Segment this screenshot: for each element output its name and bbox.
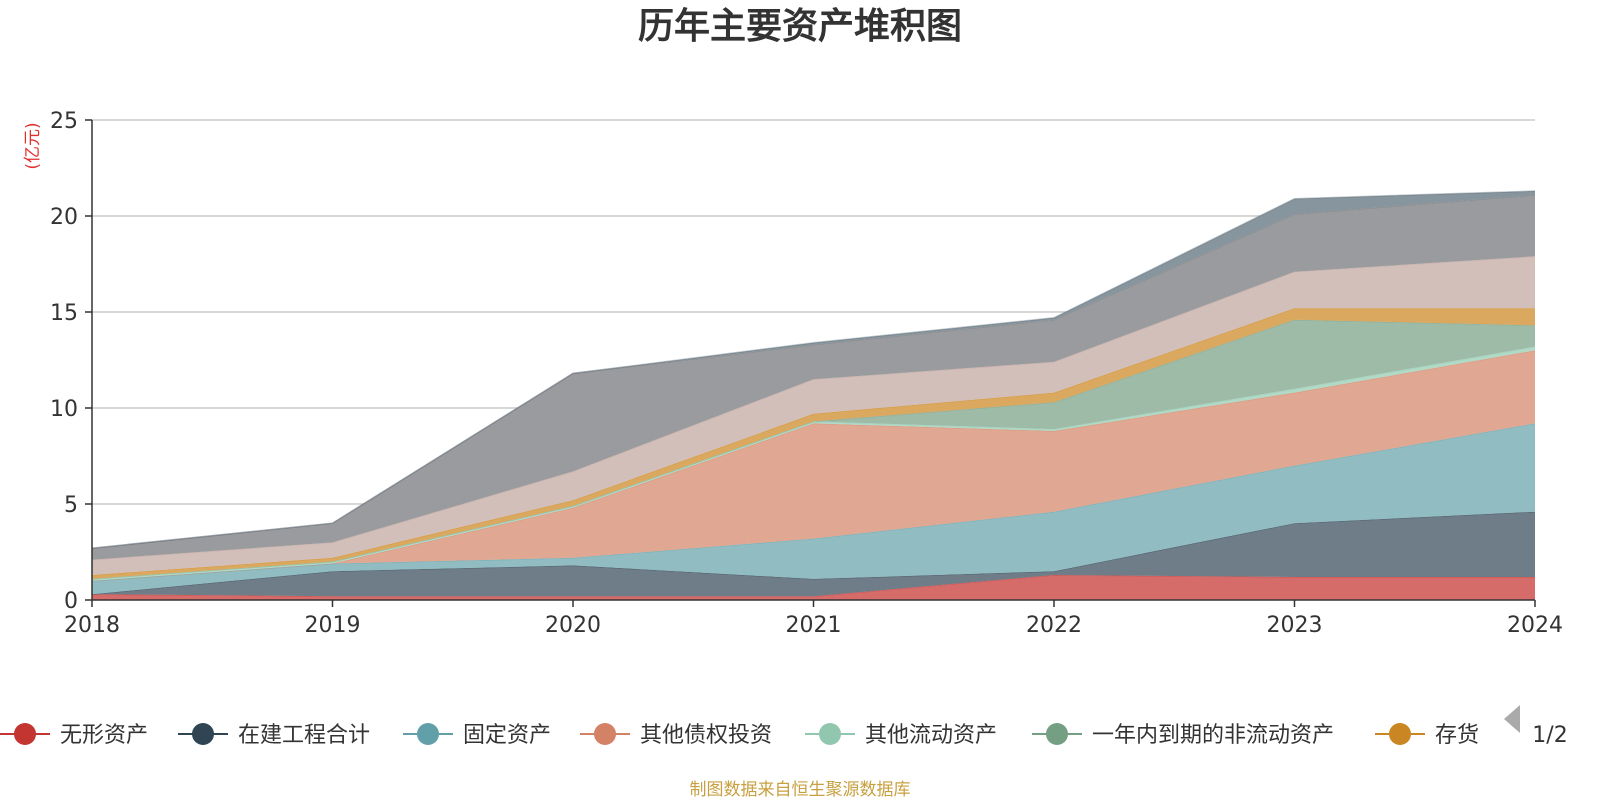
legend-marker-icon — [819, 723, 841, 745]
x-tick-label: 2024 — [1507, 613, 1563, 638]
legend-label: 其他债权投资 — [640, 723, 772, 748]
y-tick-label: 15 — [50, 301, 78, 326]
legend-label: 一年内到期的非流动资产 — [1092, 723, 1334, 748]
area-6[interactable] — [92, 319, 1535, 579]
y-tick-label: 5 — [64, 493, 78, 518]
legend-item-4[interactable]: 其他债权投资 — [580, 723, 772, 748]
area-4[interactable] — [92, 350, 1535, 581]
legend-item-7[interactable]: 存货 — [1375, 723, 1479, 748]
legend-marker-icon — [594, 723, 616, 745]
x-tick-label: 2019 — [305, 613, 361, 638]
area-9[interactable] — [92, 194, 1535, 560]
legend-marker-icon — [417, 723, 439, 745]
legend-prev-arrow-icon[interactable] — [1504, 705, 1520, 733]
legend-page-indicator: 1/2 — [1532, 723, 1567, 748]
legend-marker-icon — [192, 723, 214, 745]
legend-item-1[interactable]: 无形资产 — [0, 723, 148, 748]
x-tick-label: 2021 — [786, 613, 842, 638]
area-series — [91, 190, 1536, 600]
area-8[interactable] — [92, 256, 1535, 575]
legend-marker-icon — [14, 723, 36, 745]
legend-item-3[interactable]: 固定资产 — [403, 723, 551, 748]
axes: 0 5 10 15 20 25 2018 2019 2020 2021 2022 2023 2024 — [50, 109, 1563, 638]
chart-title: 历年主要资产堆积图 — [638, 6, 962, 47]
y-tick-label: 20 — [50, 205, 78, 230]
data-source-note: 制图数据来自恒生聚源数据库 — [690, 780, 911, 800]
y-tick-label: 10 — [50, 397, 78, 422]
legend-label: 在建工程合计 — [238, 723, 370, 748]
y-tick-label: 0 — [64, 589, 78, 614]
legend-marker-icon — [1046, 723, 1068, 745]
legend: 无形资产 在建工程合计 固定资产 其他债权投资 其他流动资产 一年内到期的非流动资产 存货 — [0, 723, 1479, 748]
area-3[interactable] — [92, 423, 1535, 595]
area-edge-10 — [91, 190, 1536, 549]
x-tick-label: 2020 — [545, 613, 601, 638]
legend-label: 存货 — [1435, 723, 1479, 748]
legend-label: 固定资产 — [463, 723, 551, 748]
x-tick-label: 2023 — [1267, 613, 1323, 638]
legend-label: 其他流动资产 — [865, 723, 997, 748]
area-2[interactable] — [92, 511, 1535, 597]
legend-item-6[interactable]: 一年内到期的非流动资产 — [1032, 723, 1334, 748]
legend-marker-icon — [1389, 723, 1411, 745]
x-tick-label: 2022 — [1026, 613, 1082, 638]
legend-pager: 1/2 — [1504, 705, 1568, 748]
legend-item-5[interactable]: 其他流动资产 — [805, 723, 997, 748]
y-tick-label: 25 — [50, 109, 78, 134]
area-1[interactable] — [92, 575, 1535, 600]
y-axis-unit: (亿元) — [23, 122, 43, 169]
legend-label: 无形资产 — [60, 723, 148, 748]
x-tick-label: 2018 — [64, 613, 120, 638]
legend-item-2[interactable]: 在建工程合计 — [178, 723, 370, 748]
